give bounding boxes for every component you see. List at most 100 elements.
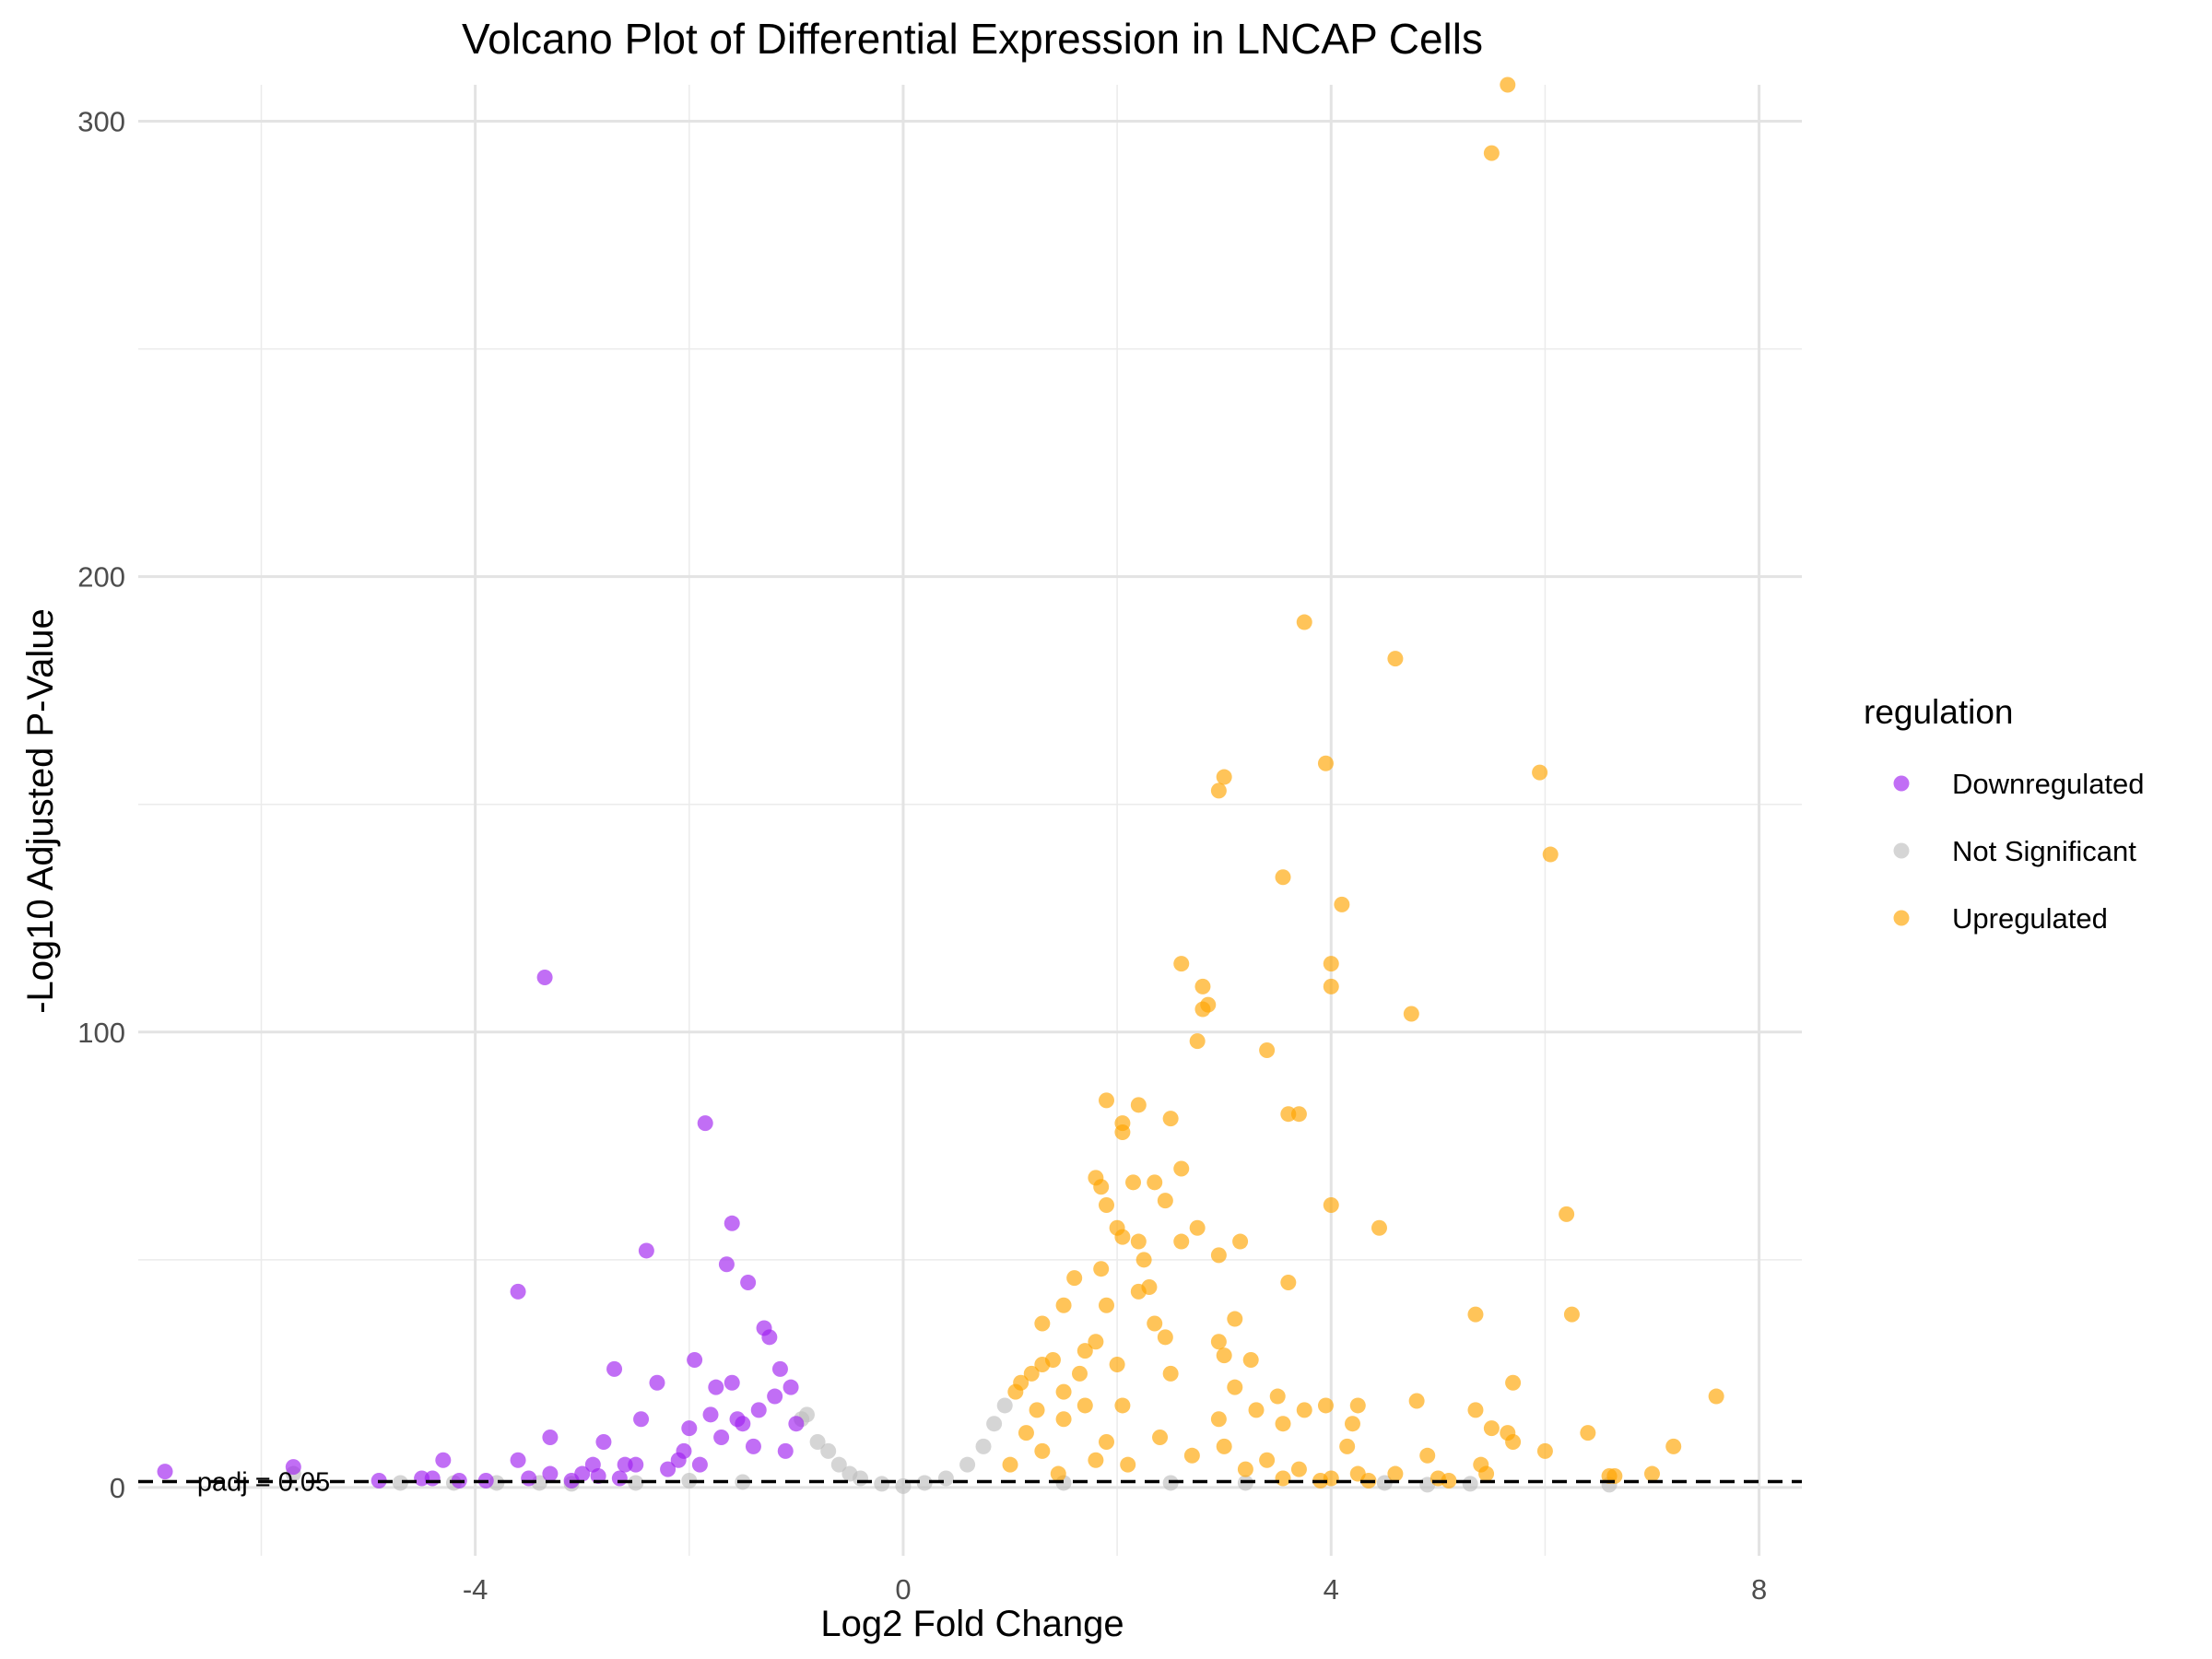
data-point bbox=[782, 1379, 799, 1395]
data-point bbox=[1157, 1193, 1173, 1209]
data-point bbox=[1023, 1365, 1040, 1382]
data-point bbox=[937, 1470, 954, 1487]
data-point bbox=[1317, 755, 1334, 771]
data-point bbox=[676, 1442, 692, 1459]
data-point bbox=[1532, 764, 1548, 781]
data-point bbox=[1280, 1275, 1297, 1291]
data-point bbox=[611, 1470, 628, 1487]
data-point bbox=[1227, 1379, 1243, 1395]
data-point bbox=[1290, 1461, 1307, 1477]
y-tick-label: 200 bbox=[77, 561, 125, 594]
data-point bbox=[750, 1402, 767, 1418]
axis-labels: -4 0 4 8 0 100 200 300 bbox=[77, 106, 1767, 1606]
data-point bbox=[1275, 1470, 1291, 1487]
data-point bbox=[574, 1465, 591, 1482]
data-point bbox=[606, 1360, 623, 1377]
data-point bbox=[392, 1475, 408, 1491]
data-point bbox=[1055, 1411, 1072, 1428]
data-point bbox=[435, 1452, 452, 1468]
data-point bbox=[1441, 1472, 1457, 1488]
data-point bbox=[1323, 956, 1339, 972]
data-point bbox=[1483, 145, 1500, 161]
data-point bbox=[1135, 1252, 1152, 1268]
x-tick-label: 8 bbox=[1751, 1573, 1767, 1606]
data-point bbox=[798, 1406, 815, 1423]
data-point bbox=[1130, 1283, 1147, 1300]
data-point bbox=[874, 1476, 890, 1492]
legend: regulation Downregulated Not Significant U… bbox=[1864, 693, 2145, 935]
data-point bbox=[771, 1360, 788, 1377]
data-point bbox=[1580, 1425, 1596, 1441]
data-point bbox=[1189, 1033, 1206, 1050]
data-point bbox=[1216, 769, 1232, 785]
threshold-label: padj = 0.05 bbox=[197, 1467, 330, 1497]
data-point bbox=[1237, 1461, 1253, 1477]
data-point bbox=[1098, 1297, 1114, 1313]
data-point bbox=[724, 1215, 740, 1231]
data-point bbox=[1210, 1411, 1227, 1428]
data-point bbox=[1173, 1160, 1190, 1177]
data-point bbox=[1467, 1402, 1484, 1418]
data-point bbox=[1050, 1465, 1066, 1482]
x-tick-label: -4 bbox=[463, 1573, 488, 1606]
data-point bbox=[1462, 1476, 1478, 1492]
data-point bbox=[536, 969, 553, 985]
data-point bbox=[1500, 76, 1516, 93]
data-point bbox=[1120, 1456, 1136, 1473]
data-point bbox=[1077, 1343, 1093, 1359]
data-point bbox=[1034, 1356, 1051, 1372]
data-point bbox=[1002, 1456, 1018, 1473]
data-point bbox=[1339, 1438, 1356, 1454]
data-point bbox=[1055, 1383, 1072, 1400]
data-point bbox=[1130, 1097, 1147, 1113]
data-point bbox=[1114, 1229, 1131, 1245]
data-point bbox=[687, 1352, 703, 1369]
data-point bbox=[521, 1470, 537, 1487]
data-point bbox=[708, 1379, 724, 1395]
data-point bbox=[1066, 1270, 1083, 1287]
data-point bbox=[1157, 1329, 1173, 1346]
y-tick-label: 100 bbox=[77, 1017, 125, 1049]
data-point bbox=[1371, 1219, 1387, 1236]
y-tick-label: 0 bbox=[110, 1472, 125, 1504]
y-axis-title: -Log10 Adjusted P-Value bbox=[20, 608, 61, 1014]
data-point bbox=[157, 1464, 173, 1480]
data-point bbox=[542, 1465, 559, 1482]
data-point bbox=[1344, 1416, 1360, 1432]
data-point bbox=[1216, 1347, 1232, 1364]
legend-label: Upregulated bbox=[1952, 902, 2108, 935]
data-point bbox=[916, 1475, 933, 1491]
data-point bbox=[1483, 1420, 1500, 1437]
data-point bbox=[1098, 1197, 1114, 1214]
data-point bbox=[638, 1242, 654, 1259]
data-point bbox=[681, 1420, 698, 1437]
data-point bbox=[1147, 1174, 1163, 1191]
data-point bbox=[1323, 1197, 1339, 1214]
data-point bbox=[1130, 1233, 1147, 1250]
data-point bbox=[1563, 1306, 1580, 1323]
data-point bbox=[1109, 1356, 1125, 1372]
data-point bbox=[1114, 1397, 1131, 1414]
data-point bbox=[1408, 1393, 1425, 1409]
legend-key bbox=[1893, 910, 1910, 926]
data-point bbox=[1114, 1124, 1131, 1140]
data-point bbox=[1232, 1233, 1249, 1250]
data-point bbox=[285, 1459, 301, 1476]
data-point bbox=[959, 1456, 976, 1473]
data-point bbox=[1559, 1206, 1575, 1222]
data-point bbox=[986, 1416, 1003, 1432]
data-point bbox=[1007, 1383, 1024, 1400]
data-point bbox=[1505, 1374, 1522, 1391]
data-point bbox=[1403, 1006, 1419, 1022]
data-point bbox=[1478, 1465, 1495, 1482]
data-point bbox=[1098, 1433, 1114, 1450]
threshold-layer: padj = 0.05 bbox=[138, 1467, 1802, 1497]
data-point bbox=[691, 1456, 708, 1473]
y-tick-label: 300 bbox=[77, 106, 125, 138]
data-point bbox=[735, 1416, 751, 1432]
data-point bbox=[1077, 1397, 1093, 1414]
data-point bbox=[1173, 956, 1190, 972]
data-point bbox=[761, 1329, 778, 1346]
x-tick-label: 4 bbox=[1324, 1573, 1339, 1606]
